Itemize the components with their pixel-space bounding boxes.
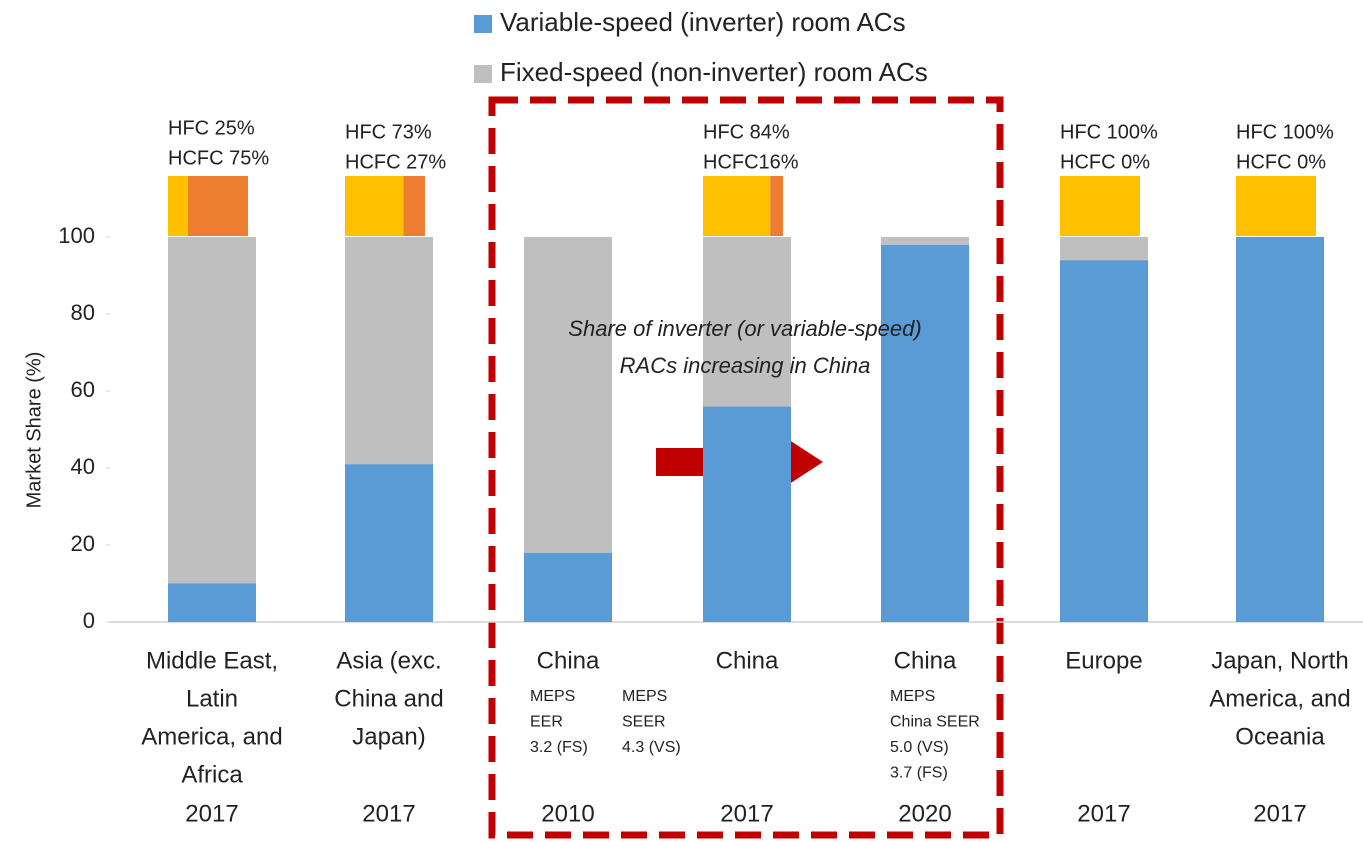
refrigerant-label: HFC 84% bbox=[703, 121, 790, 143]
year-label: 2010 bbox=[541, 800, 594, 827]
bar-segment bbox=[524, 237, 612, 553]
hfc-segment bbox=[168, 176, 188, 236]
bar-segment bbox=[703, 406, 791, 622]
x-tick-label: Asia (exc. bbox=[336, 647, 441, 674]
category-note: China SEER bbox=[890, 714, 980, 731]
refrigerant-label: HFC 100% bbox=[1060, 121, 1158, 143]
bar-segment bbox=[881, 244, 969, 622]
bar-segment bbox=[168, 583, 256, 622]
x-tick-label: China bbox=[716, 647, 779, 674]
x-tick-label: Japan) bbox=[352, 723, 425, 750]
hfc-segment bbox=[1236, 176, 1316, 236]
category-note: SEER bbox=[622, 714, 666, 731]
highlight-box bbox=[488, 96, 1004, 839]
hcfc-segment bbox=[188, 176, 248, 236]
bar-segment bbox=[1236, 237, 1324, 622]
category-note: 3.2 (FS) bbox=[530, 739, 588, 756]
x-tick-label: Europe bbox=[1065, 647, 1142, 674]
refrigerant-label: HCFC 0% bbox=[1236, 151, 1326, 173]
category-note: 5.0 (VS) bbox=[890, 739, 949, 756]
annotation: RACs increasing in China bbox=[620, 353, 871, 378]
y-tick-label: 0 bbox=[83, 608, 95, 633]
legend-label: Fixed-speed (non-inverter) room ACs bbox=[500, 57, 928, 87]
bar-segment bbox=[345, 464, 433, 622]
legend-label: Variable-speed (inverter) room ACs bbox=[500, 7, 906, 37]
x-tick-label: America, and bbox=[1209, 685, 1350, 712]
x-tick-label: Africa bbox=[181, 761, 243, 788]
category-note: 4.3 (VS) bbox=[622, 739, 681, 756]
refrigerant-label: HFC 100% bbox=[1236, 121, 1334, 143]
y-tick-label: 20 bbox=[71, 531, 95, 556]
bar-segment bbox=[524, 552, 612, 622]
x-tick-label: Japan, North bbox=[1211, 647, 1348, 674]
category-note: 3.7 (FS) bbox=[890, 765, 948, 782]
legend-swatch bbox=[474, 15, 492, 33]
year-label: 2017 bbox=[1253, 800, 1306, 827]
refrigerant-label: HFC 25% bbox=[168, 117, 255, 139]
refrigerant-label: HCFC 0% bbox=[1060, 151, 1150, 173]
x-tick-label: Latin bbox=[186, 685, 238, 712]
x-tick-label: China bbox=[894, 647, 957, 674]
y-tick-label: 100 bbox=[58, 223, 95, 248]
year-label: 2017 bbox=[185, 800, 238, 827]
bar-segment bbox=[168, 237, 256, 584]
year-label: 2017 bbox=[720, 800, 773, 827]
year-label: 2017 bbox=[362, 800, 415, 827]
bar-segment bbox=[345, 237, 433, 465]
category-note: MEPS bbox=[622, 688, 667, 705]
refrigerant-label: HCFC 27% bbox=[345, 151, 446, 173]
year-label: 2020 bbox=[898, 800, 951, 827]
legend-swatch bbox=[474, 65, 492, 83]
y-tick-label: 40 bbox=[71, 454, 95, 479]
hfc-segment bbox=[1060, 176, 1140, 236]
x-tick-label: America, and bbox=[141, 723, 282, 750]
year-label: 2017 bbox=[1077, 800, 1130, 827]
annotation: Share of inverter (or variable-speed) bbox=[568, 316, 921, 341]
refrigerant-label: HCFC16% bbox=[703, 151, 799, 173]
y-tick-label: 80 bbox=[71, 300, 95, 325]
y-tick-label: 60 bbox=[71, 377, 95, 402]
category-note: MEPS bbox=[890, 688, 935, 705]
refrigerant-label: HFC 73% bbox=[345, 121, 432, 143]
hfc-segment bbox=[703, 176, 771, 236]
y-axis-label: Market Share (%) bbox=[23, 352, 45, 509]
hcfc-segment bbox=[403, 176, 425, 236]
refrigerant-label: HCFC 75% bbox=[168, 147, 269, 169]
bar-segment bbox=[881, 237, 969, 245]
bar-segment bbox=[1060, 237, 1148, 261]
category-note: EER bbox=[530, 714, 563, 731]
x-tick-label: China bbox=[537, 647, 600, 674]
x-tick-label: Middle East, bbox=[146, 647, 278, 674]
category-note: MEPS bbox=[530, 688, 575, 705]
x-tick-label: Oceania bbox=[1235, 723, 1325, 750]
bar-segment bbox=[703, 237, 791, 407]
hcfc-segment bbox=[770, 176, 783, 236]
bar-segment bbox=[1060, 260, 1148, 622]
hfc-segment bbox=[345, 176, 404, 236]
x-tick-label: China and bbox=[334, 685, 443, 712]
